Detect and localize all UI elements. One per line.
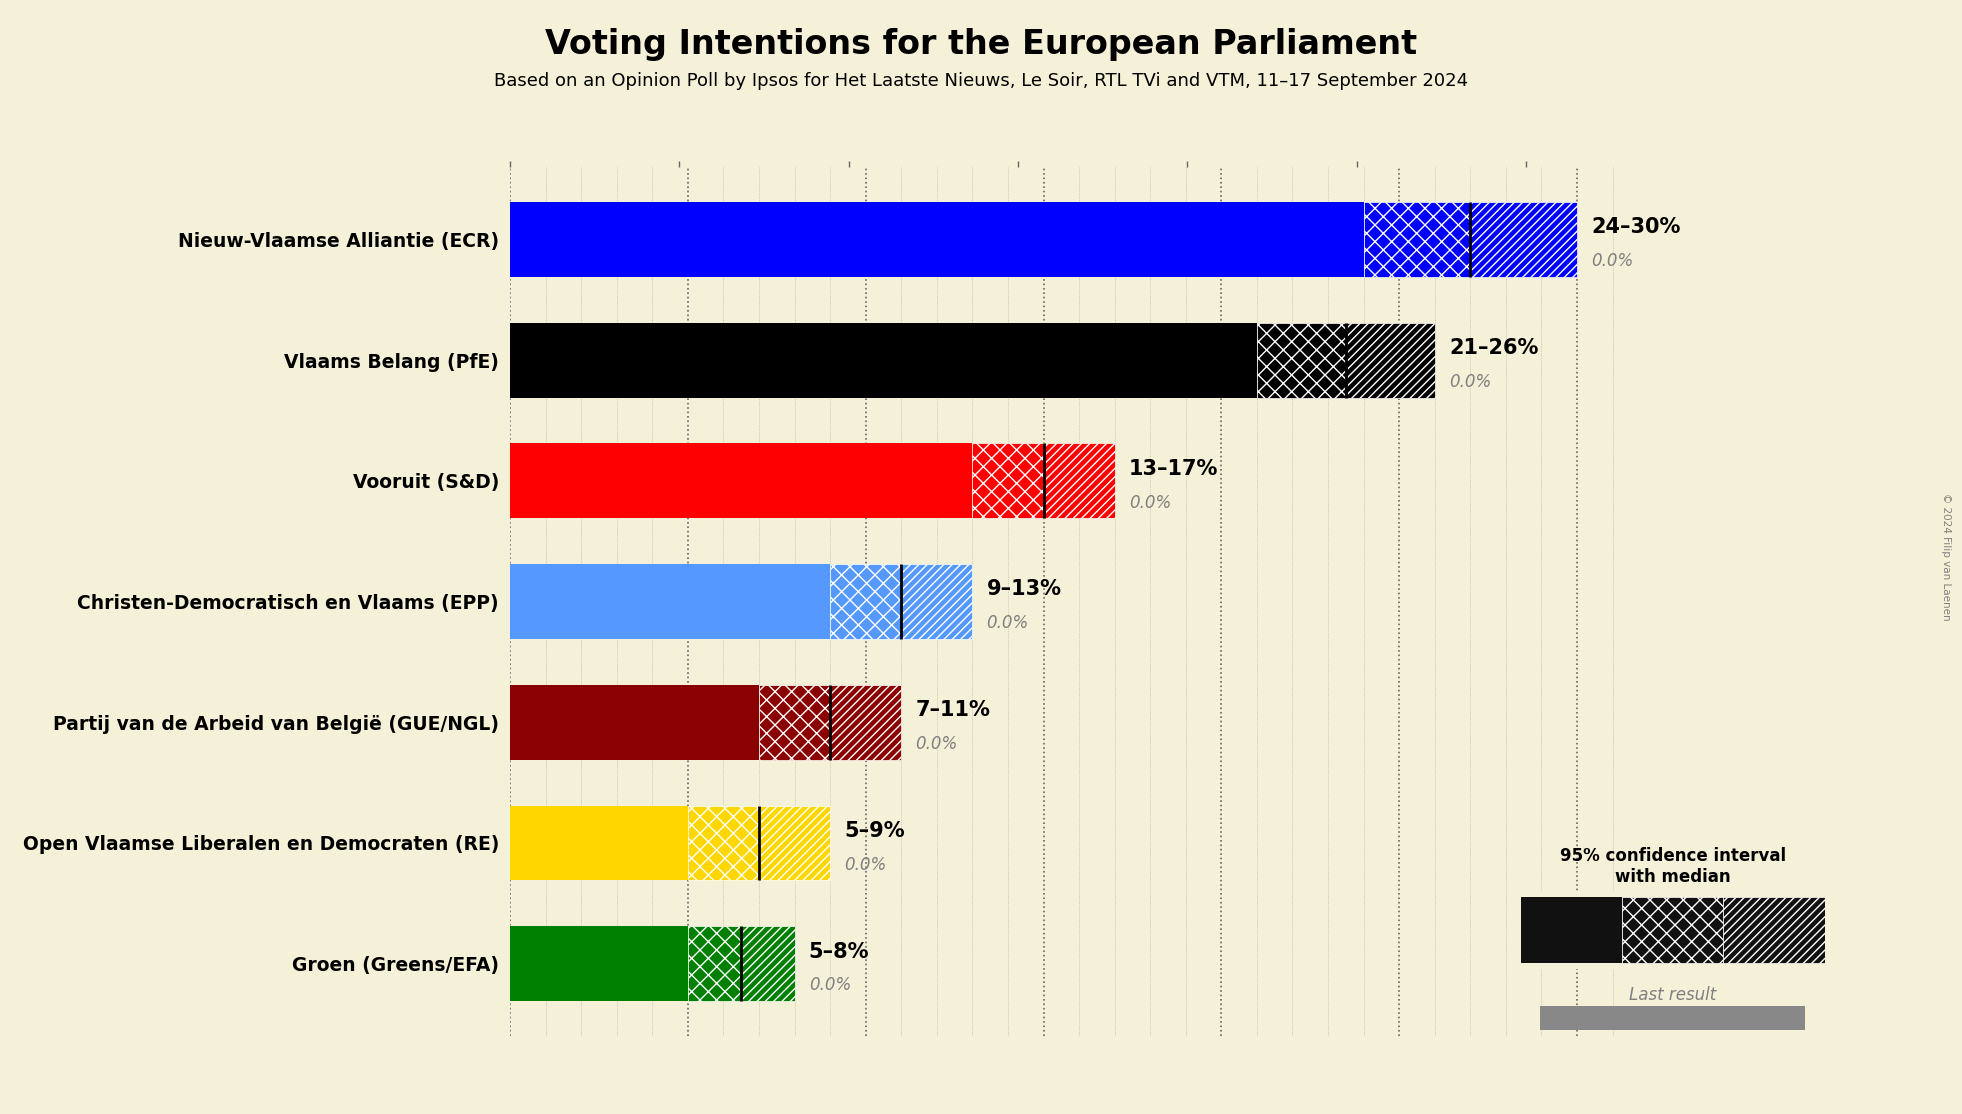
- Text: 7–11%: 7–11%: [916, 701, 991, 720]
- Bar: [1044, 443, 1114, 518]
- Bar: [1346, 323, 1434, 398]
- Bar: [901, 564, 973, 639]
- Bar: [689, 926, 742, 1001]
- Bar: [510, 926, 689, 1001]
- Text: © 2024 Filip van Laenen: © 2024 Filip van Laenen: [1940, 494, 1952, 620]
- Bar: [830, 685, 901, 760]
- Text: Based on an Opinion Poll by Ipsos for Het Laatste Nieuws, Le Soir, RTL TVi and V: Based on an Opinion Poll by Ipsos for He…: [494, 72, 1468, 90]
- Bar: [510, 564, 830, 639]
- Text: Voting Intentions for the European Parliament: Voting Intentions for the European Parli…: [545, 28, 1417, 61]
- Text: 0.0%: 0.0%: [1128, 494, 1171, 511]
- Bar: [1470, 202, 1577, 277]
- Bar: [510, 323, 1258, 398]
- Bar: [510, 685, 759, 760]
- Text: 0.0%: 0.0%: [916, 735, 957, 753]
- Text: Last result: Last result: [1628, 986, 1717, 1004]
- Bar: [689, 805, 759, 880]
- Text: 95% confidence interval
with median: 95% confidence interval with median: [1560, 847, 1785, 886]
- Bar: [510, 805, 689, 880]
- Bar: [973, 443, 1044, 518]
- Text: 0.0%: 0.0%: [1591, 252, 1634, 271]
- Bar: [742, 926, 795, 1001]
- Text: 24–30%: 24–30%: [1591, 217, 1681, 237]
- Bar: [1723, 897, 1825, 964]
- Text: 13–17%: 13–17%: [1128, 459, 1218, 479]
- Text: 0.0%: 0.0%: [1448, 373, 1491, 391]
- Bar: [830, 564, 901, 639]
- Text: 21–26%: 21–26%: [1448, 339, 1538, 358]
- Bar: [1623, 897, 1723, 964]
- Text: 0.0%: 0.0%: [844, 856, 887, 873]
- Text: 5–8%: 5–8%: [808, 941, 869, 961]
- Bar: [1521, 897, 1623, 964]
- Text: 0.0%: 0.0%: [987, 614, 1028, 633]
- Bar: [1364, 202, 1470, 277]
- Bar: [759, 685, 830, 760]
- Text: 5–9%: 5–9%: [844, 821, 904, 841]
- Text: 9–13%: 9–13%: [987, 579, 1061, 599]
- Bar: [510, 202, 1364, 277]
- Bar: [1258, 323, 1346, 398]
- Bar: [510, 443, 973, 518]
- Text: 0.0%: 0.0%: [808, 976, 852, 995]
- Bar: [759, 805, 830, 880]
